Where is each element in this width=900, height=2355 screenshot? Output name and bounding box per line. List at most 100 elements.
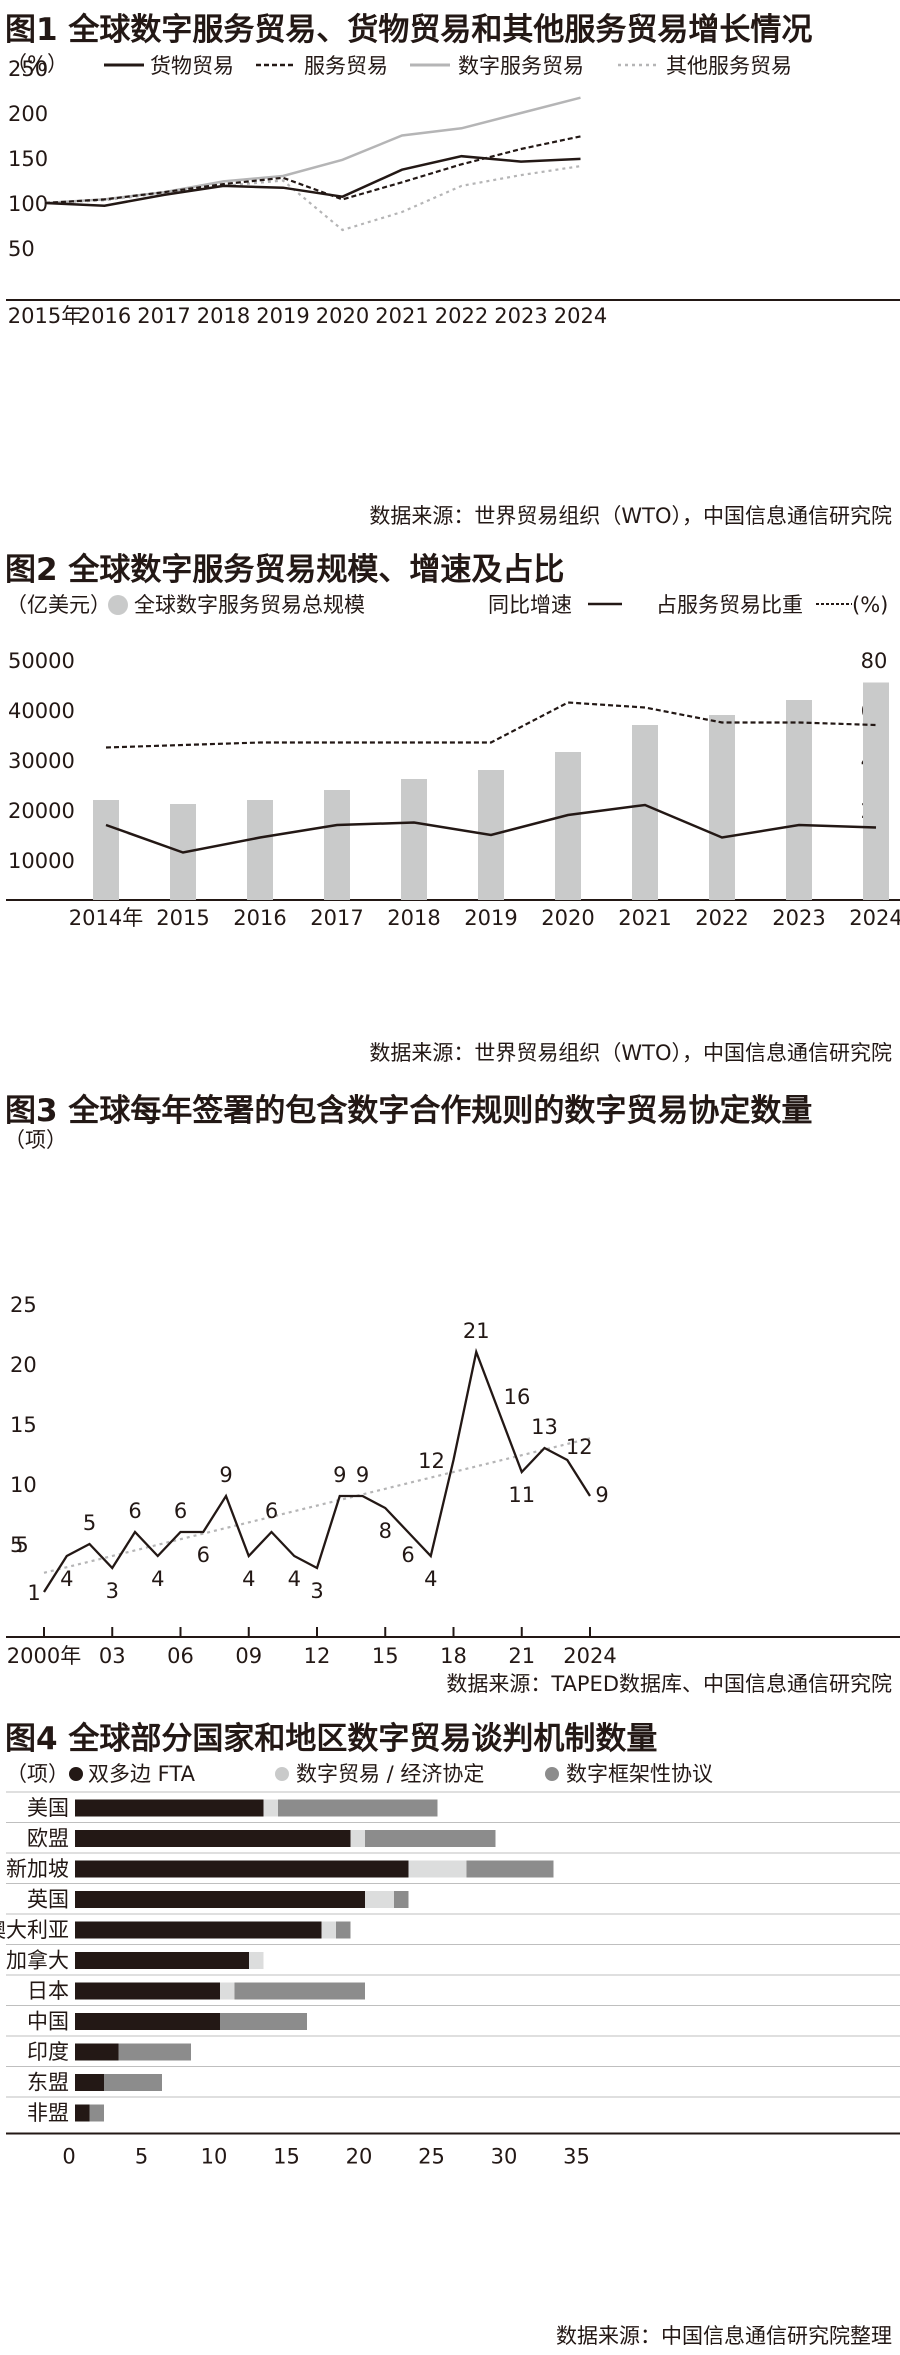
x-tick-label: 2018	[387, 906, 440, 930]
bar-total	[709, 715, 735, 900]
bar-segment-2	[118, 2043, 191, 2061]
bar-segment-2	[220, 2013, 307, 2030]
x-tick-label: 15	[273, 2145, 300, 2169]
legend-swatch-fta	[69, 1767, 83, 1781]
data-label: 3	[106, 1579, 119, 1603]
category-label: 澳大利亚	[0, 1918, 69, 1942]
legend-goods: 货物贸易	[150, 54, 234, 78]
data-label: 9	[219, 1463, 232, 1487]
data-label: 8	[379, 1519, 392, 1543]
bar-segment-2	[466, 1860, 554, 1878]
x-tick-label: 2024	[563, 1644, 616, 1668]
bar-total	[786, 700, 812, 900]
chart-2: 图2 全球数字服务贸易规模、增速及占比 （亿美元） 全球数字服务贸易总规模 同比…	[0, 540, 900, 1070]
bar-segment-2	[89, 2104, 104, 2122]
bar-total	[324, 790, 350, 900]
data-label: 5	[83, 1511, 96, 1535]
legend-framework: 数字框架性协议	[566, 1762, 713, 1786]
x-tick-label: 06	[167, 1644, 194, 1668]
chart-2-source: 数据来源：世界贸易组织（WTO），中国信息通信研究院	[369, 1041, 892, 1065]
y-tick-label: 100	[8, 192, 48, 216]
x-tick-label: 30	[491, 2145, 518, 2169]
bar-segment-1	[350, 1830, 365, 1847]
data-label: 16	[504, 1385, 531, 1409]
data-label: 9	[595, 1483, 608, 1507]
data-label: 6	[197, 1543, 210, 1567]
bar-segment-0	[75, 2013, 220, 2030]
bar-segment-1	[365, 1891, 394, 1908]
data-label: 4	[288, 1567, 301, 1591]
y-tick-label: 20	[10, 1353, 37, 1377]
x-tick-label: 2016	[78, 304, 131, 328]
data-label: 6	[401, 1543, 414, 1567]
series-line	[43, 1347, 591, 1593]
data-label: 13	[531, 1415, 558, 1439]
x-tick-label: 12	[304, 1644, 331, 1668]
y-tick-label: 50000	[8, 649, 75, 673]
x-tick-label: 2022	[435, 304, 488, 328]
category-label: 东盟	[27, 2071, 69, 2095]
x-tick-label: 2021	[375, 304, 428, 328]
x-tick-label: 03	[99, 1644, 126, 1668]
y-tick-label: 200	[8, 102, 48, 126]
chart-1-plot: （%） 货物贸易 服务贸易 数字服务贸易 其他服务贸易 50 100 150 200 2…	[6, 52, 900, 528]
x-tick-label: 2000年	[7, 1644, 81, 1668]
data-label: 6	[174, 1499, 187, 1523]
x-tick-label: 18	[440, 1644, 467, 1668]
chart-3: 图3 全球每年签署的包含数字合作规则的数字贸易协定数量 （项） 5 10 15 20 2…	[0, 1075, 900, 1705]
category-label: 新加坡	[6, 1857, 69, 1881]
chart-4-plot: （项） 双多边 FTA 数字贸易 / 经济协定 数字框架性协议 美国欧盟新加坡英…	[0, 1762, 900, 2348]
legend-deal: 数字贸易 / 经济协定	[296, 1762, 484, 1786]
chart-1-ylabel: （%）	[6, 52, 68, 76]
legend-total: 全球数字服务贸易总规模	[134, 593, 365, 617]
y-tick-label: 5	[10, 1533, 23, 1557]
y-tick-label: 30000	[8, 749, 75, 773]
legend-digital: 数字服务贸易	[458, 54, 584, 78]
chart-2-title: 图2 全球数字服务贸易规模、增速及占比	[5, 552, 565, 588]
x-tick-label: 2023	[494, 304, 547, 328]
x-tick-label: 2015年	[8, 304, 82, 328]
bar-segment-2	[234, 1982, 365, 2000]
bar-segment-1	[249, 1952, 264, 1969]
legend-other: 其他服务贸易	[666, 54, 792, 78]
chart-4-source: 数据来源：中国信息通信研究院整理	[556, 2324, 892, 2348]
data-label: 6	[128, 1499, 141, 1523]
legend-swatch-framework	[545, 1767, 559, 1781]
x-tick-label: 15	[372, 1644, 399, 1668]
bar-segment-0	[75, 1921, 322, 1939]
bar-segment-0	[75, 2104, 90, 2122]
category-label: 中国	[27, 2010, 69, 2034]
bar-total	[401, 779, 427, 900]
x-tick-label: 0	[62, 2145, 75, 2169]
chart-2-ylabel-right: (%)	[852, 593, 888, 617]
bar-segment-0	[75, 1982, 220, 2000]
data-label: 1	[27, 1581, 40, 1605]
y-tick-label: 250	[8, 57, 48, 81]
x-tick-label: 2015	[156, 906, 209, 930]
x-tick-label: 25	[418, 2145, 445, 2169]
y-tick-label: 25	[10, 1293, 37, 1317]
x-tick-label: 2019	[256, 304, 309, 328]
x-tick-label: 2014年	[69, 906, 143, 930]
data-label: 12	[566, 1435, 593, 1459]
y-tick-label: 15	[10, 1413, 37, 1437]
y-tick-label: 20000	[8, 799, 75, 823]
legend-swatch-deal	[275, 1767, 289, 1781]
x-tick-label: 2021	[618, 906, 671, 930]
x-tick-label: 2020	[541, 906, 594, 930]
x-tick-label: 2020	[316, 304, 369, 328]
x-tick-label: 10	[201, 2145, 228, 2169]
series-line-1	[44, 135, 581, 205]
data-label: 4	[60, 1567, 73, 1591]
legend-services: 服务贸易	[304, 54, 388, 78]
data-label: 9	[333, 1463, 346, 1487]
y-right-tick-label: 80	[861, 649, 888, 673]
category-label: 非盟	[27, 2101, 69, 2125]
x-tick-label: 2023	[772, 906, 825, 930]
series-line-2	[105, 701, 877, 749]
chart-4: 图4 全球部分国家和地区数字贸易谈判机制数量 （项） 双多边 FTA 数字贸易 …	[0, 1705, 900, 2355]
bar-segment-1	[263, 1799, 278, 1817]
chart-4-title: 图4 全球部分国家和地区数字贸易谈判机制数量	[5, 1721, 658, 1757]
legend-swatch-total	[108, 595, 128, 615]
bar-segment-1	[408, 1860, 467, 1878]
